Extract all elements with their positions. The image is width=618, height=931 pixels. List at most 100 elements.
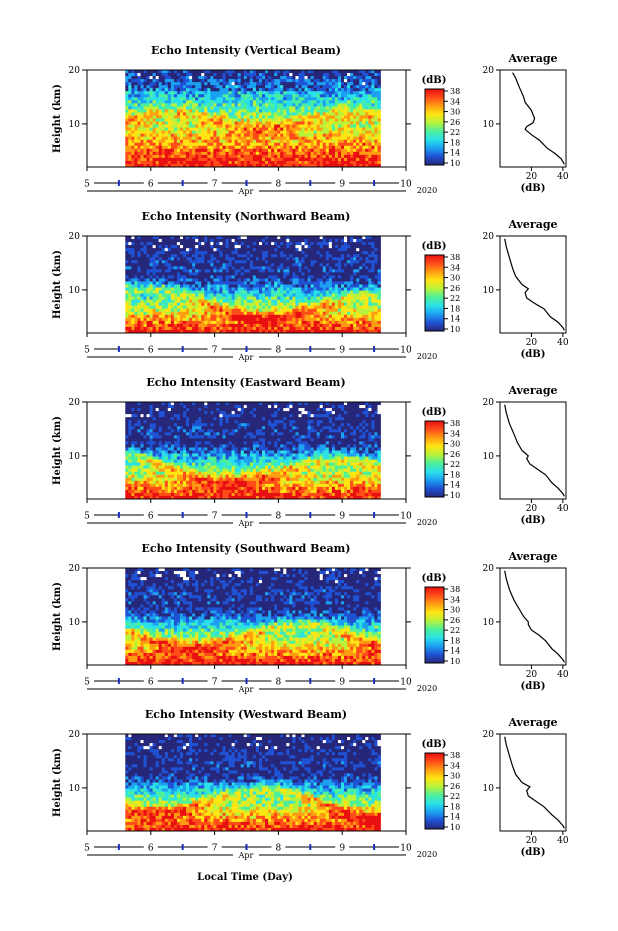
heatmap-cell [231,275,236,279]
heatmap-cell [146,154,150,159]
heatmap-cell [344,151,348,156]
heatmap-cell [216,248,220,252]
heatmap-cell [298,145,302,150]
heatmap-cell [289,157,293,162]
heatmap-cell [353,118,357,122]
heatmap-cell [359,130,363,135]
heatmap-cell [183,278,187,282]
heatmap-cell [356,121,360,125]
heatmap-cell [277,151,281,156]
heatmap-cell [304,112,308,116]
heatmap-cell [368,260,372,264]
heatmap-cell [149,88,154,92]
heatmap-cell [186,82,190,86]
heatmap-cell [164,266,169,270]
heatmap-cell [176,91,181,95]
heatmap-cell [249,278,254,282]
heatmap-cell [243,302,248,307]
heatmap-cell [179,299,184,304]
heatmap-cell [201,133,205,138]
heatmap-cell [125,136,129,141]
heatmap-cell [170,100,175,104]
heatmap-cell [231,127,236,132]
heatmap-cell [356,118,360,122]
heatmap-cell [128,305,132,310]
heatmap-cell [374,73,378,77]
heatmap-cell [307,236,312,240]
heatmap-cell [179,79,184,83]
heatmap-cell [152,160,157,165]
heatmap-cell [298,302,302,307]
heatmap-cell [265,302,269,307]
heatmap-cell [377,293,381,298]
panels: Echo Intensity (Vertical Beam)1020Height… [52,44,569,861]
heatmap-cell [350,248,354,252]
heatmap-cell [271,118,275,122]
heatmap-cell [356,257,360,261]
heatmap-cell [207,251,211,255]
heatmap-cell [125,112,129,116]
heatmap-cell [155,112,160,116]
heatmap-cell [331,133,336,138]
heatmap-cell [131,118,135,122]
heatmap-cell [146,82,150,86]
heatmap-cell [359,236,363,240]
heatmap-cell [137,112,141,116]
heatmap-cell [356,299,360,304]
heatmap-cell [347,94,351,98]
heatmap-cell [368,115,372,119]
heatmap-cell [362,103,366,107]
heatmap-cell [377,281,381,285]
heatmap-cell [340,302,345,307]
heatmap-cell [374,148,378,153]
heatmap-cell [258,154,263,159]
heatmap-cell [328,278,333,282]
heatmap-cell [179,130,184,135]
heatmap-cell [359,70,363,74]
heatmap-cell [158,70,163,74]
heatmap-cell [173,94,178,98]
heatmap-cell [310,296,315,301]
heatmap-cell [234,118,239,122]
heatmap-cell [237,263,242,267]
heatmap-cell [155,130,160,135]
heatmap-cell [137,142,141,147]
heatmap-cell [222,79,226,83]
heatmap-cell [350,257,354,261]
heatmap-cell [155,254,160,258]
heatmap-cell [334,248,339,252]
heatmap-cell [137,157,141,162]
heatmap-cell [322,142,327,147]
heatmap-cell [313,236,318,240]
heatmap-cell [225,260,229,264]
heatmap-cell [246,160,251,165]
heatmap-cell [173,278,178,282]
heatmap-cell [322,281,327,285]
heatmap-cell [265,296,269,301]
heatmap-cell [246,142,251,147]
heatmap-cell [365,263,369,267]
heatmap-cell [356,145,360,150]
heatmap-cell [331,257,336,261]
heatmap-cell [158,160,163,165]
heatmap-cell [143,130,147,135]
heatmap-cell [161,308,166,313]
heatmap-cell [189,287,193,291]
heatmap-cell [240,73,245,77]
heatmap-cell [353,136,357,141]
heatmap-cell [204,115,208,119]
heatmap-cell [271,79,275,83]
heatmap-cell [222,302,226,307]
heatmap-cell [331,124,336,128]
heatmap-cell [322,272,327,276]
heatmap-cell [155,251,160,255]
heatmap-cell [377,254,381,258]
heatmap-cell [170,130,175,135]
heatmap-cell [377,299,381,304]
heatmap-cell [246,305,251,310]
heatmap-cell [234,290,239,294]
heatmap-cell [295,148,299,153]
heatmap-cell [240,287,245,291]
month-label-bg [233,186,259,197]
heatmap-cell [322,70,327,74]
